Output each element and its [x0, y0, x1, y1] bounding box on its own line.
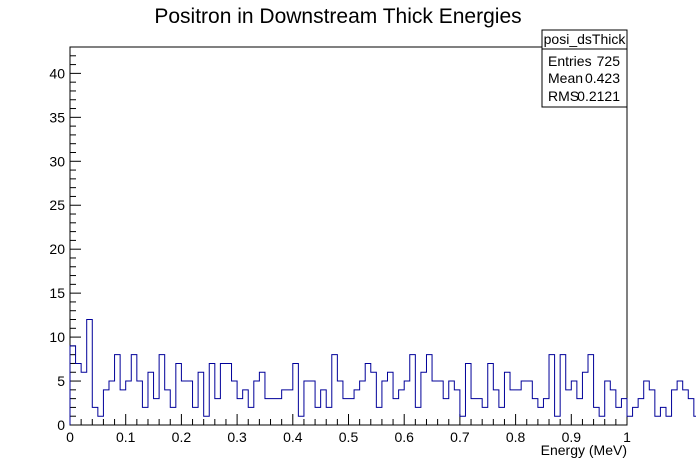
y-tick-label: 25 [49, 197, 65, 213]
stats-rms-value: 0.2121 [577, 88, 620, 104]
stats-entries-label: Entries [548, 53, 592, 69]
axis-ticks [69, 46, 628, 426]
y-tick-label: 35 [49, 109, 65, 125]
stats-box-title: posi_dsThick [544, 31, 627, 47]
stats-mean-value: 0.423 [585, 70, 620, 86]
y-tick-label: 5 [57, 373, 65, 389]
stats-box-frame [541, 29, 628, 108]
x-axis-title: Energy (MeV) [541, 442, 627, 458]
y-tick-label: 10 [49, 329, 65, 345]
chart-title: Positron in Downstream Thick Energies [154, 5, 521, 28]
y-tick-label: 15 [49, 285, 65, 301]
stats-mean-label: Mean [548, 70, 583, 86]
stats-rms-label: RMS [548, 88, 579, 104]
x-tick-label: 0.5 [339, 429, 359, 445]
x-tick-label: 0.6 [394, 429, 414, 445]
axis-tick-labels: 0 0.1 0.2 0.3 0.4 0.5 0.6 0.7 0.8 0.9 105101520253… [49, 65, 631, 445]
y-tick-label: 0 [57, 417, 65, 433]
x-tick-label: 0 [66, 429, 74, 445]
x-tick-label: 1 [623, 429, 631, 445]
y-tick-label: 40 [49, 65, 65, 81]
x-tick-label: 0.2 [172, 429, 192, 445]
x-tick-label: 0.7 [450, 429, 470, 445]
x-tick-label: 0.1 [116, 429, 136, 445]
x-tick-label: 0.9 [562, 429, 582, 445]
x-tick-label: 0.8 [506, 429, 526, 445]
y-tick-label: 30 [49, 153, 65, 169]
stats-box: posi_dsThick Entries 725 Mean 0.423 RMS … [541, 29, 628, 108]
x-tick-label: 0.3 [227, 429, 247, 445]
x-tick-label: 0.4 [283, 429, 303, 445]
stats-entries-value: 725 [597, 53, 621, 69]
y-tick-label: 20 [49, 241, 65, 257]
histogram-series-line [69, 319, 696, 425]
